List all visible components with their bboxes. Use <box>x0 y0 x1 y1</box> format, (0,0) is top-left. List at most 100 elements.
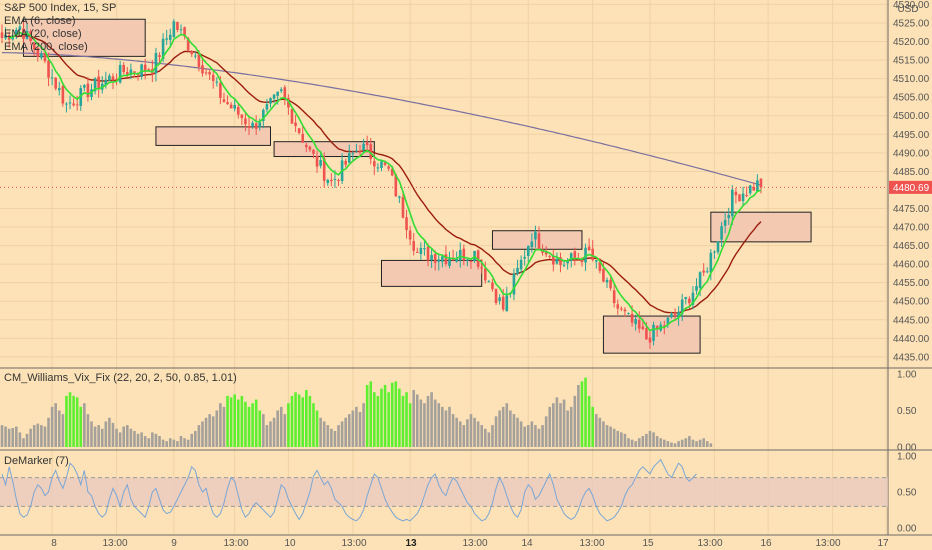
candle-body <box>365 142 369 146</box>
candle-body <box>351 153 355 155</box>
ema-6-path <box>9 31 762 332</box>
candle-body <box>484 268 487 281</box>
candle-body <box>695 286 698 291</box>
candle-body <box>666 317 670 325</box>
candle-body <box>115 79 118 81</box>
vix-bar <box>369 381 373 447</box>
candle-body <box>394 174 398 197</box>
vix-axis-label: 0.50 <box>897 406 917 417</box>
candle-body <box>57 88 61 91</box>
vix-bar <box>555 397 559 447</box>
vix-bar <box>655 436 659 447</box>
candle-body <box>756 180 759 192</box>
vix-bar <box>330 428 333 447</box>
candle-body <box>688 298 691 304</box>
vix-bar <box>412 390 415 447</box>
vix-bar <box>222 406 226 447</box>
candle-body <box>319 160 322 166</box>
vix-bar <box>390 382 394 447</box>
candle-body <box>236 107 240 115</box>
candle-body <box>641 326 645 330</box>
demarker-legend: DeMarker (7) <box>4 455 69 468</box>
candle-body <box>602 268 605 282</box>
vix-bar <box>151 432 154 447</box>
vix-axis-label: 0.00 <box>897 443 917 454</box>
demarker-band <box>0 477 888 507</box>
candle-body <box>129 69 133 75</box>
candle-body <box>398 196 401 198</box>
candle-body <box>727 215 731 219</box>
candle-body <box>723 219 727 226</box>
vix-bar <box>22 438 25 447</box>
vix-bar <box>340 421 344 447</box>
candle-body <box>552 255 555 265</box>
candle-body <box>118 64 122 83</box>
vix-bar <box>530 421 534 447</box>
candle-body <box>147 69 151 71</box>
vix-bar <box>279 406 283 447</box>
vix-bar <box>194 430 197 447</box>
candle-body <box>183 27 186 37</box>
candle-body <box>469 261 473 263</box>
candle-body <box>86 83 90 98</box>
vix-bar <box>118 432 122 447</box>
vix-bar <box>480 425 484 447</box>
vix-bar <box>301 397 305 447</box>
time-axis-label: 13:00 <box>223 538 248 549</box>
vix-bar <box>641 436 645 447</box>
vix-bar <box>577 384 580 447</box>
legend-ema-6: EMA (6, close) <box>4 15 76 27</box>
chart-title: S&P 500 Index, 15, SP <box>4 2 117 14</box>
candle-body <box>559 257 562 266</box>
vix-bar <box>305 390 308 447</box>
vix-bar <box>426 395 430 447</box>
vix-bar <box>469 414 473 447</box>
candle-body <box>537 233 541 249</box>
candle-body <box>111 76 115 81</box>
vix-bar <box>373 392 376 447</box>
candle-body <box>15 29 18 36</box>
vix-bar <box>673 443 677 447</box>
vix-bar <box>186 439 190 447</box>
candle-body <box>172 21 176 37</box>
vix-bar <box>290 395 294 447</box>
time-axis-label: 13:00 <box>102 538 127 549</box>
candle-body <box>194 55 197 57</box>
vix-bar <box>129 428 133 447</box>
candle-body <box>566 260 569 264</box>
vix-bar <box>455 417 458 447</box>
vix-bar <box>165 441 168 447</box>
vix-legend: CM_Williams_Vix_Fix (22, 20, 2, 50, 0.85… <box>4 372 237 385</box>
candle-body <box>548 256 552 258</box>
vix-bar <box>355 406 358 447</box>
vix-bar <box>122 426 126 447</box>
candle-body <box>75 104 79 106</box>
currency-label: USD <box>897 4 918 15</box>
vix-bar <box>179 436 183 447</box>
vix-bar <box>47 417 50 447</box>
vix-bar <box>86 414 90 447</box>
candle-body <box>645 328 648 340</box>
candle-body <box>301 133 305 143</box>
candle-body <box>516 267 519 274</box>
vix-bar <box>326 425 330 447</box>
vix-bar <box>100 428 104 447</box>
candle-body <box>376 167 380 169</box>
candle-body <box>634 319 637 325</box>
vix-bar <box>616 430 620 447</box>
price-axis-label: 4440.00 <box>893 334 930 345</box>
candle-body <box>448 258 451 266</box>
candle-body <box>83 85 86 88</box>
vix-bar <box>441 406 444 447</box>
candle-body <box>663 325 666 327</box>
legend-ema-200: EMA (200, close) <box>4 41 88 53</box>
vix-bar <box>111 422 115 447</box>
vix-bar <box>620 432 623 447</box>
candle-body <box>584 247 587 263</box>
vix-bar <box>50 406 54 447</box>
candle-body <box>68 102 72 104</box>
vix-bar <box>648 430 652 447</box>
vix-bar <box>347 414 351 447</box>
